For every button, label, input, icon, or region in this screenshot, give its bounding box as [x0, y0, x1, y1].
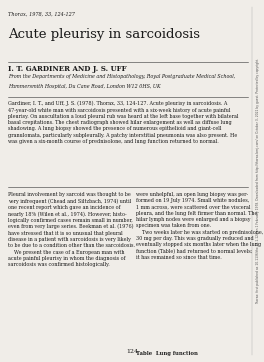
Text: I. T. GARDINER AND J. S. UFF: I. T. GARDINER AND J. S. UFF	[8, 65, 127, 73]
Text: were unhelpful, an open lung biopsy was per-
formed on 19 July 1974. Small white: were unhelpful, an open lung biopsy was …	[136, 192, 263, 260]
Text: Thorax: first published as 10.1136/thx.33.1.124 on 1 February 1978. Downloaded f: Thorax: first published as 10.1136/thx.3…	[257, 58, 261, 304]
Text: Gardiner, I. T., and Uff, J. S. (1978). Thorax, 33, 124-127. Acute pleurisy in s: Gardiner, I. T., and Uff, J. S. (1978). …	[8, 101, 238, 144]
Text: Hammersmith Hospital, Du Cane Road, London W12 0HS, UK: Hammersmith Hospital, Du Cane Road, Lond…	[8, 84, 161, 89]
Text: From the Departments of Medicine and Histopathology, Royal Postgraduate Medical : From the Departments of Medicine and His…	[8, 74, 235, 79]
Text: Acute pleurisy in sarcoidosis: Acute pleurisy in sarcoidosis	[8, 28, 200, 41]
Text: Pleural involvement by sarcoid was thought to be
very infrequent (Chead and Silt: Pleural involvement by sarcoid was thoug…	[8, 192, 135, 267]
Text: Table  Lung function: Table Lung function	[136, 351, 198, 356]
Text: 124: 124	[126, 349, 138, 354]
Text: Thorax, 1978, 33, 124-127: Thorax, 1978, 33, 124-127	[8, 12, 75, 17]
